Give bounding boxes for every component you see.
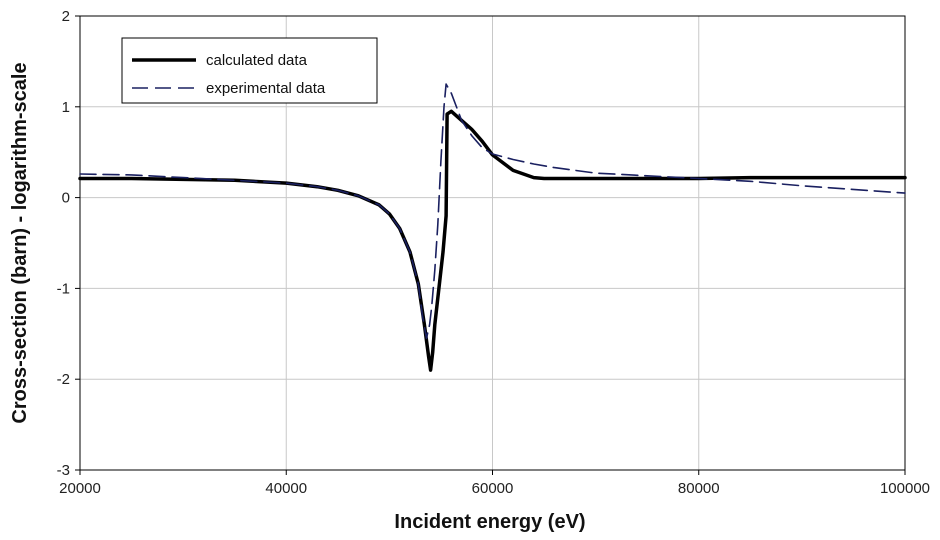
y-tick-label: 2 bbox=[62, 8, 70, 25]
legend: calculated data experimental data bbox=[121, 37, 378, 104]
x-tick-label: 80000 bbox=[678, 480, 720, 497]
y-tick-label: -3 bbox=[57, 462, 70, 479]
series-layer bbox=[78, 83, 907, 372]
legend-box bbox=[121, 37, 378, 104]
series-line-experimental bbox=[79, 83, 906, 340]
x-axis-title: Incident energy (eV) bbox=[394, 511, 585, 533]
x-tick-label: 20000 bbox=[59, 480, 101, 497]
series-line-calculated bbox=[78, 109, 907, 372]
y-tick-label: 1 bbox=[62, 99, 70, 116]
y-tick-label: 0 bbox=[62, 190, 70, 207]
y-tick-label: -1 bbox=[57, 280, 70, 297]
legend-label-calculated: calculated data bbox=[206, 52, 308, 69]
x-tick-label: 40000 bbox=[265, 480, 307, 497]
legend-label-experimental: experimental data bbox=[206, 80, 326, 97]
x-tick-label: 100000 bbox=[880, 480, 930, 497]
y-tick-label: -2 bbox=[57, 371, 70, 388]
y-axis-title: Cross-section (barn) - logarithm-scale bbox=[9, 62, 31, 423]
tick-labels: 20000 40000 60000 80000 100000 2 1 0 -1 -2 -3 bbox=[57, 8, 930, 497]
x-tick-label: 60000 bbox=[472, 480, 514, 497]
